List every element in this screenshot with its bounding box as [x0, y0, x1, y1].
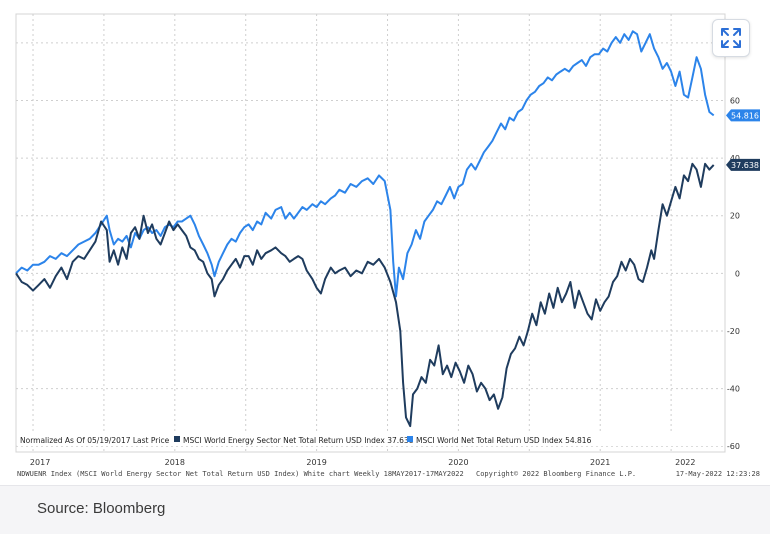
expand-arrows-icon [721, 28, 741, 48]
y-tick-label: -20 [727, 327, 740, 336]
legend-swatch [407, 436, 413, 442]
y-tick-label: 40 [730, 154, 740, 163]
last-value-tag [726, 158, 760, 171]
footnote-center: Copyright© 2022 Bloomberg Finance L.P. [476, 470, 636, 478]
legend-prefix: Normalized As Of 05/19/2017 Last Price [20, 436, 170, 445]
legend: Normalized As Of 05/19/2017 Last Price MS… [17, 433, 724, 446]
y-tick-label: 20 [730, 212, 740, 221]
last-value-label: 54.816 [726, 109, 760, 122]
source-text: Source: Bloomberg [37, 500, 166, 517]
series-lines [15, 30, 715, 428]
chart-footnotes: NDWUENR Index (MSCI World Energy Sector … [17, 470, 760, 478]
grid [15, 13, 726, 453]
x-tick-label: 2017 [30, 458, 50, 467]
y-tick-label: 60 [730, 96, 740, 105]
y-tick-label: -40 [727, 385, 740, 394]
expand-button[interactable] [712, 19, 750, 57]
y-tick-label: 0 [735, 269, 740, 278]
x-tick-label: 2021 [590, 458, 610, 467]
source-footer: Source: Bloomberg [0, 485, 770, 534]
plot-area [15, 13, 726, 453]
x-tick-label: 2020 [448, 458, 468, 467]
x-tick-label: 2018 [165, 458, 185, 467]
last-value-label: 37.638 [726, 158, 760, 171]
legend-swatch [174, 436, 180, 442]
legend-entry: MSCI World Energy Sector Net Total Retur… [183, 436, 414, 445]
footnote-right: 17-May-2022 12:23:28 [676, 470, 760, 478]
legend-background [17, 433, 724, 446]
footnote-left: NDWUENR Index (MSCI World Energy Sector … [17, 470, 464, 478]
y-axis-ticks: -60-40-20020406080 [727, 39, 740, 451]
last-value-labels: 37.638 54.816 [726, 109, 760, 171]
series-line [15, 162, 715, 428]
last-value-text: 54.816 [731, 111, 759, 120]
x-tick-label: 2022 [675, 458, 695, 467]
x-axis-ticks: 2017 2018 2019 2020 2021 2022 [30, 458, 696, 467]
legend-entry: MSCI World Net Total Return USD Index 54… [416, 436, 592, 445]
series-line [15, 30, 715, 298]
y-tick-label: -60 [727, 442, 740, 451]
x-tick-label: 2019 [306, 458, 326, 467]
last-value-text: 37.638 [731, 161, 759, 170]
last-value-tag [726, 109, 760, 122]
